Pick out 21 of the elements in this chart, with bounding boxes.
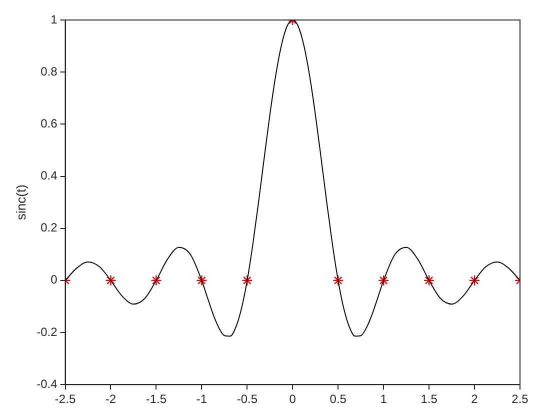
x-tick-label: -1 xyxy=(196,392,208,406)
x-tick-label: -2 xyxy=(105,392,116,406)
x-tick-label: 2.5 xyxy=(512,392,529,406)
x-tick-label: -0.5 xyxy=(236,392,258,406)
y-tick-label: -0.2 xyxy=(36,324,58,339)
x-tick-label: 0 xyxy=(289,392,296,406)
y-tick-label: 0.6 xyxy=(40,116,58,130)
y-tick-label: 1 xyxy=(50,12,58,26)
y-tick-label: -0.4 xyxy=(36,376,58,391)
y-tick-label: 0.8 xyxy=(40,64,58,78)
x-tick-label: 1.5 xyxy=(420,392,438,406)
x-tick-label: 2 xyxy=(471,392,478,406)
y-tick-label: 0.4 xyxy=(40,168,58,183)
x-tick-label: -2.5 xyxy=(54,392,76,406)
x-tick-label: -1.5 xyxy=(146,392,167,406)
y-tick-label: 0 xyxy=(50,272,58,287)
line-series xyxy=(65,20,520,337)
y-axis-title: sinc(t) xyxy=(13,184,28,220)
x-tick-label: 1 xyxy=(380,392,388,406)
x-tick-label: 0.5 xyxy=(330,392,347,406)
y-tick-label: 0.2 xyxy=(40,220,58,235)
